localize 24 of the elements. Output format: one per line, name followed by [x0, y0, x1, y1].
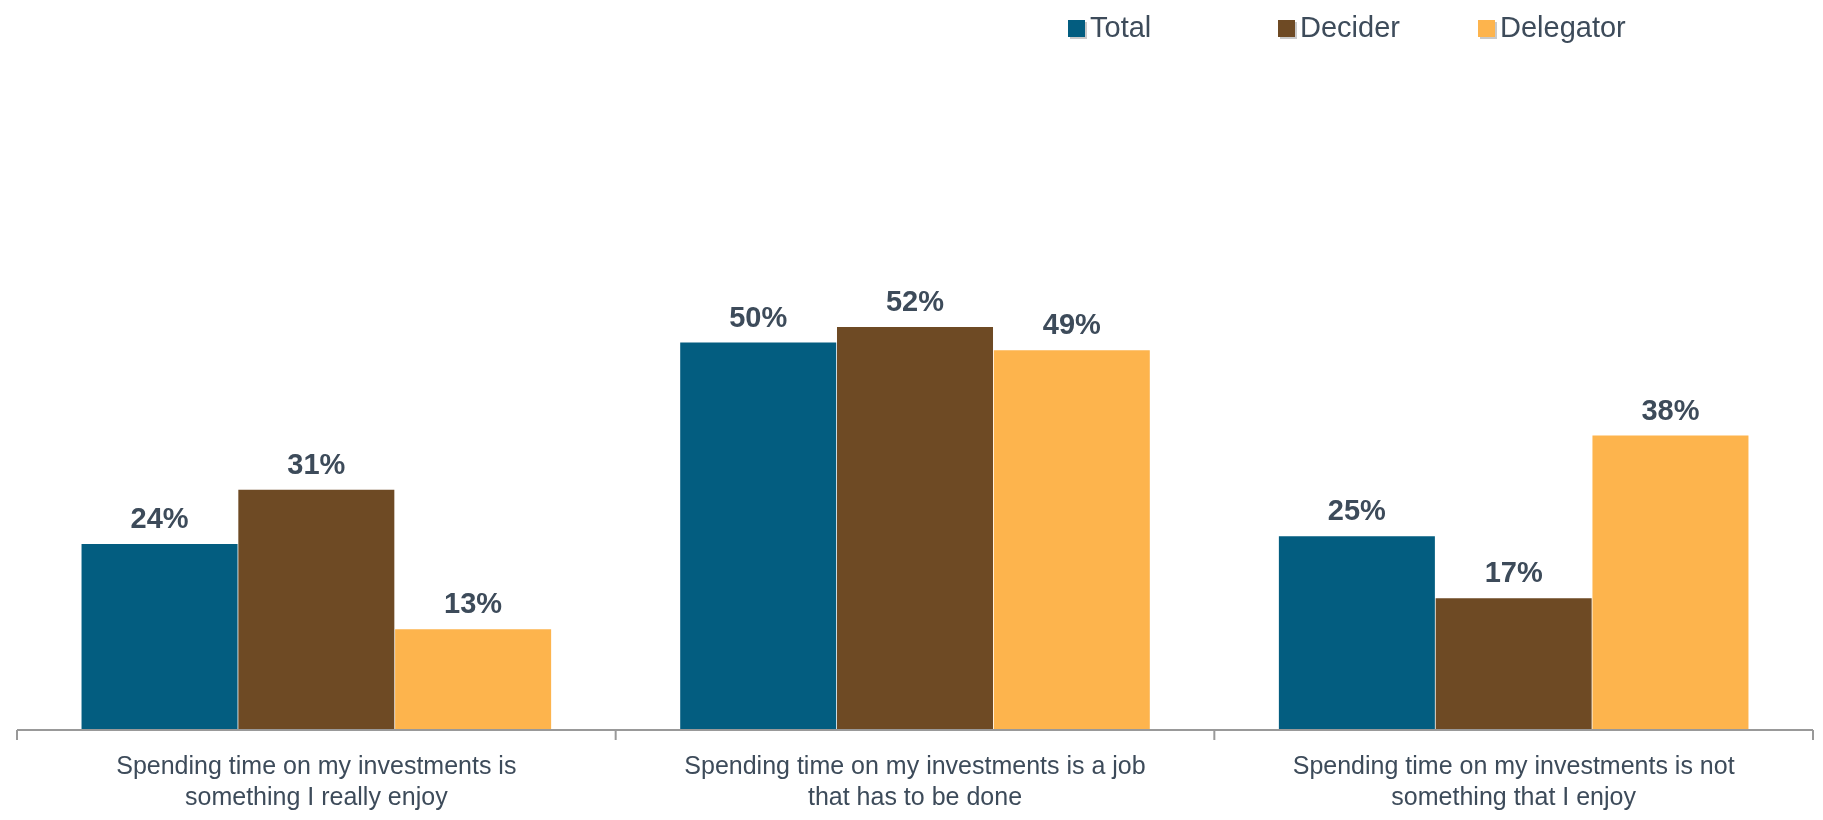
- data-label: 17%: [1484, 556, 1543, 589]
- data-label: 50%: [729, 300, 788, 333]
- data-label: 31%: [287, 447, 346, 480]
- x-tick-label: Spending time on my investments is not something that I enjoy: [1292, 751, 1735, 810]
- legend-label: Decider: [1300, 11, 1401, 43]
- bar: [1435, 598, 1592, 730]
- bar: [238, 489, 395, 730]
- bar: [395, 629, 552, 730]
- data-label: 49%: [1042, 308, 1102, 341]
- bar: [680, 342, 837, 730]
- data-label: 24%: [130, 502, 189, 534]
- x-tick-label: Spending time on my investments is a job that has to be done: [684, 751, 1146, 810]
- bar: [81, 544, 238, 730]
- x-tick-label: Spending time on my investments is something I really enjoy: [116, 751, 517, 810]
- bar: [1278, 536, 1435, 730]
- data-label: 52%: [885, 285, 945, 317]
- bar: [1592, 435, 1749, 730]
- legend-label: Delegator: [1500, 11, 1627, 43]
- bar: [837, 327, 994, 730]
- data-label: 13%: [444, 587, 503, 620]
- data-label: 38%: [1641, 393, 1700, 426]
- legend-label: Total: [1090, 11, 1152, 43]
- data-label: 25%: [1327, 494, 1387, 527]
- bar: [993, 350, 1150, 730]
